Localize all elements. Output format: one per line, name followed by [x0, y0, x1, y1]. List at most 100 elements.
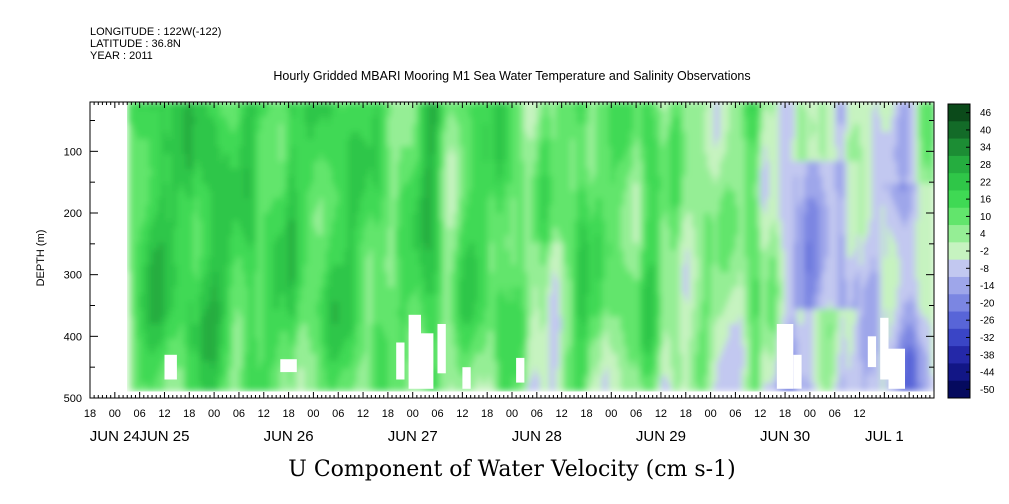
heatmap-cell	[409, 227, 414, 236]
heatmap-cell	[282, 124, 287, 133]
heatmap-cell	[204, 383, 209, 392]
heatmap-cell	[189, 109, 193, 118]
heatmap-cell	[319, 139, 324, 147]
heatmap-cell	[217, 316, 221, 325]
heatmap-cell	[350, 102, 355, 110]
heatmap-cell	[505, 183, 510, 192]
heatmap-cell	[332, 131, 336, 140]
heatmap-cell	[130, 353, 135, 362]
heatmap-cell	[403, 146, 408, 155]
heatmap-cell	[474, 294, 479, 303]
heatmap-cell	[242, 279, 246, 288]
heatmap-cell	[359, 183, 364, 192]
heatmap-cell	[310, 109, 315, 118]
heatmap-cell	[459, 309, 463, 318]
heatmap-cell	[477, 116, 482, 125]
heatmap-cell	[170, 294, 175, 303]
heatmap-cell	[291, 146, 296, 155]
heatmap-cell	[359, 198, 364, 207]
heatmap-cell	[462, 242, 467, 251]
heatmap-cell	[502, 383, 507, 392]
heatmap-cell	[353, 301, 358, 310]
heatmap-cell	[474, 309, 479, 318]
heatmap-cell	[173, 146, 178, 155]
heatmap-cell	[378, 235, 383, 244]
heatmap-cell	[133, 183, 138, 192]
heatmap-cell	[505, 346, 510, 355]
heatmap-cell	[173, 316, 178, 325]
heatmap-cell	[189, 257, 193, 266]
heatmap-cell	[493, 176, 498, 184]
heatmap-cell	[310, 102, 315, 110]
heatmap-cell	[304, 227, 308, 236]
heatmap-cell	[425, 213, 429, 221]
heatmap-cell	[431, 153, 436, 162]
heatmap-cell	[502, 124, 507, 133]
heatmap-cell	[232, 301, 237, 310]
heatmap-cell	[136, 198, 141, 207]
heatmap-cell	[189, 331, 193, 340]
heatmap-cell	[279, 198, 283, 207]
heatmap-cell	[397, 153, 401, 162]
heatmap-cell	[189, 361, 193, 369]
heatmap-cell	[238, 361, 243, 369]
heatmap-cell	[285, 205, 290, 214]
heatmap-cell	[316, 368, 321, 377]
heatmap-cell	[242, 190, 246, 199]
heatmap-cell	[195, 331, 200, 340]
heatmap-cell	[316, 375, 321, 384]
heatmap-cell	[335, 375, 339, 384]
heatmap-cell	[301, 161, 305, 170]
heatmap-cell	[390, 294, 395, 303]
heatmap-cell	[170, 183, 175, 192]
heatmap-cell	[412, 102, 417, 110]
heatmap-cell	[490, 146, 494, 155]
heatmap-cell	[133, 301, 138, 310]
heatmap-cell	[248, 264, 252, 273]
heatmap-cell	[201, 272, 206, 281]
heatmap-cell	[372, 346, 377, 355]
heatmap-cell	[515, 272, 519, 281]
heatmap-cell	[242, 294, 246, 303]
heatmap-cell	[294, 213, 299, 221]
heatmap-cell	[518, 316, 522, 325]
heatmap-cell	[468, 176, 473, 184]
heatmap-cell	[515, 235, 519, 244]
heatmap-cell	[176, 264, 181, 273]
heatmap-cell	[422, 242, 426, 251]
heatmap-cell	[161, 331, 166, 340]
heatmap-cell	[338, 331, 342, 340]
heatmap-cell	[161, 139, 166, 147]
heatmap-cell	[152, 205, 156, 214]
heatmap-cell	[465, 183, 470, 192]
heatmap-cell	[453, 353, 457, 362]
heatmap-cell	[449, 116, 454, 125]
heatmap-cell	[325, 205, 330, 214]
heatmap-cell	[313, 346, 318, 355]
heatmap-cell	[294, 272, 299, 281]
heatmap-cell	[487, 309, 491, 318]
heatmap-cell	[400, 287, 404, 295]
heatmap-cell	[192, 257, 197, 266]
heatmap-cell	[484, 116, 488, 125]
heatmap-cell	[400, 131, 404, 140]
heatmap-cell	[449, 146, 454, 155]
heatmap-cell	[266, 235, 271, 244]
heatmap-cell	[418, 168, 423, 177]
heatmap-cell	[266, 250, 271, 258]
heatmap-cell	[310, 139, 315, 147]
heatmap-cell	[198, 205, 203, 214]
heatmap-cell	[325, 102, 330, 110]
heatmap-cell	[462, 183, 467, 192]
heatmap-cell	[176, 346, 181, 355]
heatmap-cell	[322, 116, 327, 125]
heatmap-cell	[384, 235, 389, 244]
heatmap-cell	[375, 383, 380, 392]
heatmap-cell	[459, 383, 463, 392]
heatmap-cell	[232, 353, 237, 362]
heatmap-cell	[449, 198, 454, 207]
heatmap-cell	[369, 383, 373, 392]
heatmap-cell	[294, 309, 299, 318]
heatmap-cell	[192, 346, 197, 355]
heatmap-cell	[269, 257, 274, 266]
